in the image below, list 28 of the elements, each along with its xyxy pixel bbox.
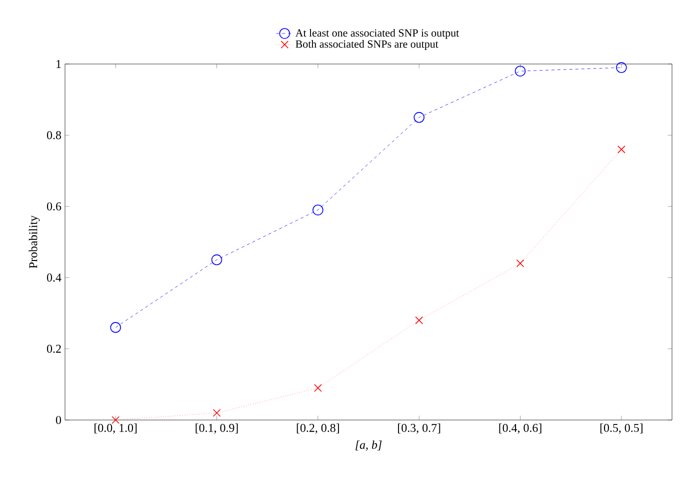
y-tick-label: 1 [56, 60, 61, 68]
point [516, 259, 524, 268]
point [415, 316, 424, 324]
x-tick-label: [0.4, 0.6] [499, 424, 542, 434]
point [314, 384, 322, 392]
x-tick-label: [0.2, 0.8] [296, 424, 339, 434]
point [110, 322, 121, 333]
y-axis-title: Probability [28, 215, 40, 268]
point [616, 62, 627, 73]
x-tick-label: [0.3, 0.7] [398, 424, 440, 434]
y-tick-label: 0.2 [46, 344, 61, 353]
x-tick-label: [0.5, 0.5] [600, 424, 642, 434]
x-tick-label: [0.0, 1.0] [94, 424, 137, 434]
x-tick-label: [0.1, 0.9] [196, 424, 238, 434]
point [414, 112, 424, 123]
x-axis-title: [a, b] [356, 440, 382, 451]
legend-label: Both associated SNPs are output [296, 40, 438, 50]
y-tick-label: 0 [56, 416, 62, 424]
point [211, 254, 222, 266]
point [312, 204, 324, 216]
point [212, 408, 221, 417]
legend-label: At least one associated SNP is output [295, 28, 460, 39]
y-tick-label: 0.8 [46, 131, 62, 140]
point [618, 146, 626, 154]
y-tick-label: 0.4 [46, 274, 62, 282]
point [112, 416, 120, 424]
point [514, 66, 526, 76]
y-tick-label: 0.6 [46, 202, 62, 210]
